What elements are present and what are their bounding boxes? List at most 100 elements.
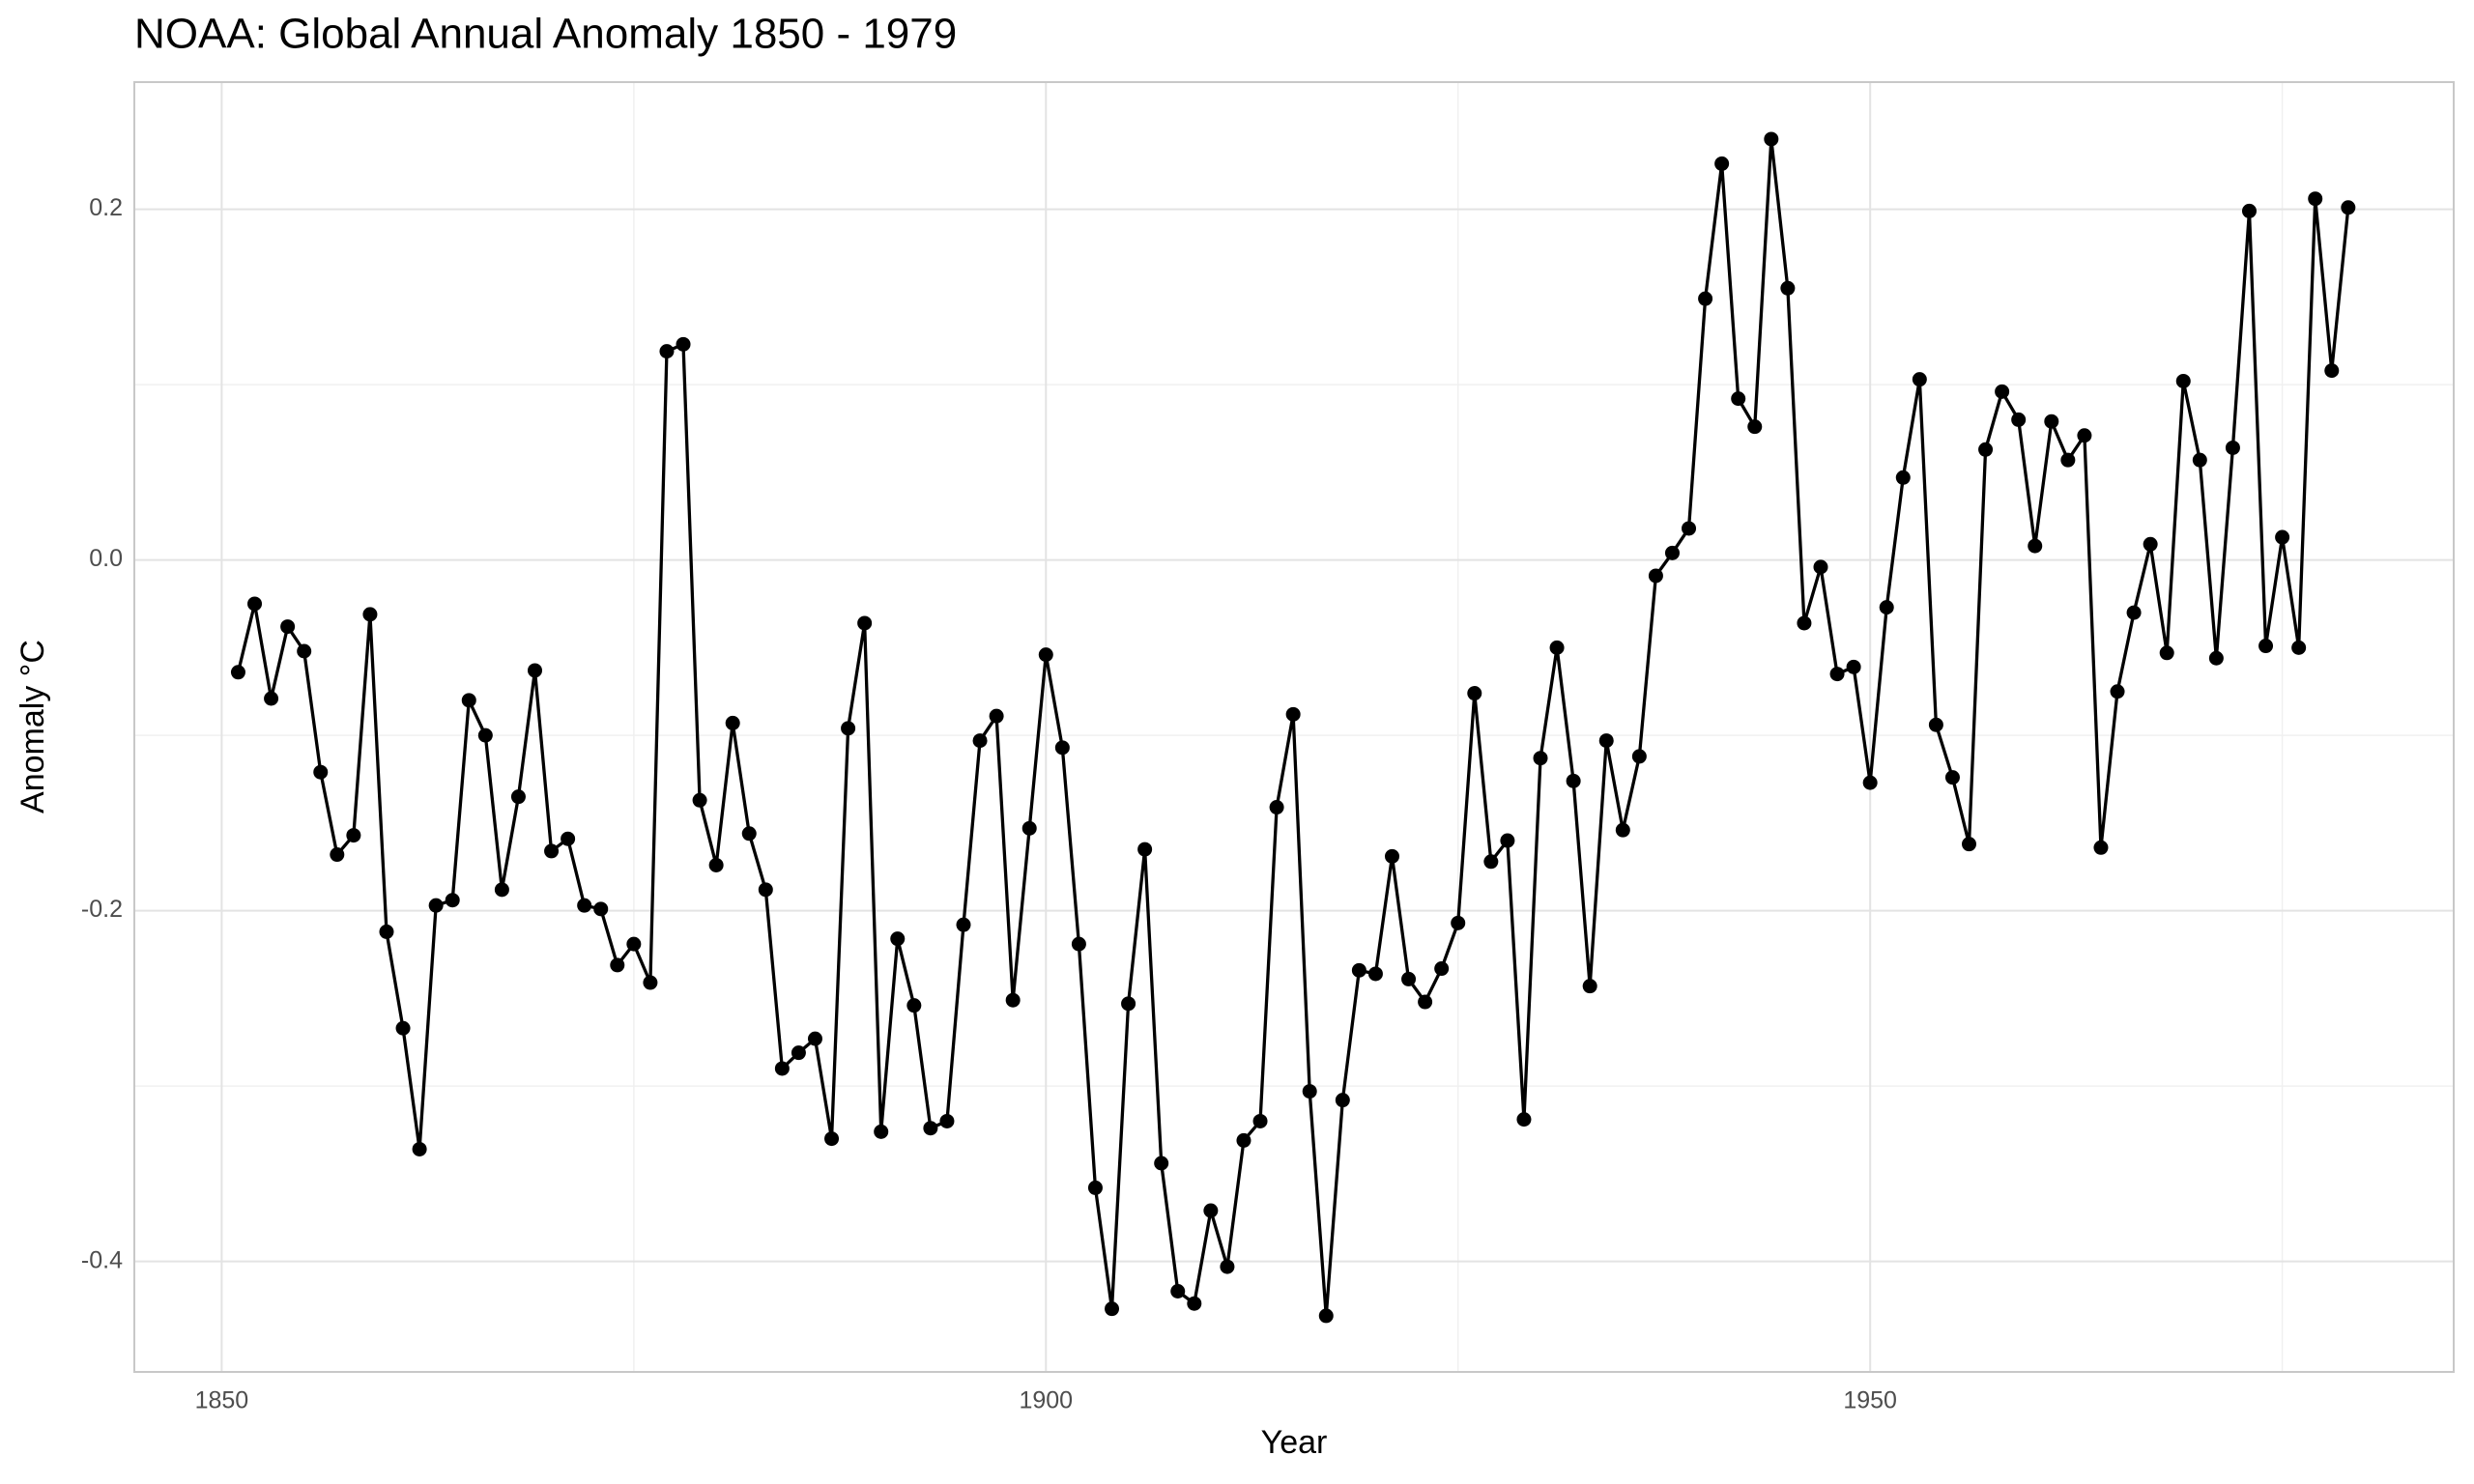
data-point	[330, 847, 345, 863]
data-point	[1912, 372, 1927, 387]
data-point	[2275, 529, 2290, 545]
data-point	[643, 975, 658, 990]
y-tick-label: 0.0	[89, 545, 123, 572]
data-point	[1682, 521, 1697, 536]
data-point	[1500, 833, 1515, 848]
data-point	[1154, 1156, 1169, 1171]
data-point	[2126, 605, 2142, 620]
data-point	[1318, 1308, 1334, 1324]
data-point	[774, 1061, 790, 1076]
data-point	[247, 596, 263, 612]
data-point	[2159, 645, 2174, 661]
data-point	[1846, 659, 1861, 674]
data-point	[1797, 615, 1812, 631]
data-point	[923, 1121, 938, 1136]
data-point	[445, 893, 460, 908]
data-point	[412, 1141, 427, 1156]
data-point	[2028, 538, 2043, 554]
y-axis-title: Anomaly °C	[14, 640, 51, 813]
data-point	[561, 831, 576, 846]
data-point	[2225, 440, 2240, 455]
data-point	[2192, 452, 2207, 468]
data-point	[461, 693, 476, 708]
x-tick-label: 1850	[195, 1387, 249, 1414]
data-point	[280, 619, 296, 635]
data-point	[1252, 1113, 1268, 1128]
data-point	[2291, 640, 2307, 655]
data-point	[1121, 996, 1136, 1012]
data-point	[1598, 733, 1614, 749]
y-tick-label: -0.2	[81, 896, 123, 923]
data-point	[1203, 1203, 1219, 1218]
data-point	[1747, 419, 1763, 435]
data-point	[956, 917, 971, 932]
data-point	[2241, 203, 2257, 218]
data-point	[297, 643, 312, 659]
data-point	[1236, 1132, 1251, 1148]
data-point	[1978, 442, 1994, 457]
data-point	[758, 882, 773, 898]
data-point	[1829, 667, 1845, 682]
data-point	[1483, 854, 1499, 870]
data-point	[346, 828, 361, 843]
data-point	[857, 615, 873, 631]
data-point	[874, 1124, 889, 1139]
data-point	[1071, 936, 1086, 952]
data-point	[2011, 412, 2027, 427]
x-tick-label: 1900	[1019, 1387, 1073, 1414]
data-point	[1714, 156, 1730, 171]
data-point	[1367, 966, 1383, 982]
data-point	[1021, 820, 1037, 836]
data-point	[1005, 992, 1021, 1008]
data-point	[1698, 291, 1713, 306]
data-point	[1995, 384, 2010, 399]
data-point	[1220, 1259, 1235, 1274]
data-point	[264, 691, 279, 706]
data-point	[1038, 647, 1053, 663]
data-point	[1105, 1301, 1120, 1317]
data-point	[1615, 822, 1630, 838]
data-point	[972, 733, 988, 749]
data-point	[1351, 962, 1366, 978]
data-point	[1549, 640, 1565, 655]
data-point	[841, 721, 856, 736]
data-point	[708, 857, 724, 872]
data-point	[577, 898, 592, 913]
data-point	[1302, 1084, 1317, 1099]
data-point	[2110, 684, 2125, 699]
data-point	[2093, 840, 2109, 855]
data-point	[824, 1131, 840, 1147]
data-point	[1731, 391, 1746, 407]
data-point	[1648, 568, 1663, 584]
data-point	[428, 898, 444, 913]
data-point	[1087, 1180, 1103, 1195]
data-point	[676, 336, 691, 352]
data-point	[1054, 740, 1070, 756]
data-point	[989, 708, 1004, 724]
data-point	[593, 901, 609, 917]
data-point	[741, 826, 757, 842]
data-point	[1434, 961, 1450, 977]
data-point	[2077, 428, 2092, 443]
data-point	[1170, 1284, 1186, 1299]
data-point	[1137, 842, 1153, 857]
data-point	[2258, 639, 2274, 654]
data-point	[2341, 200, 2356, 215]
data-point	[1862, 775, 1878, 790]
data-point	[1962, 837, 1977, 852]
data-point	[1566, 773, 1581, 788]
data-point	[1451, 915, 1466, 930]
panel-border	[133, 81, 2455, 1373]
data-point	[626, 936, 642, 952]
data-point	[1285, 706, 1301, 722]
data-point	[1780, 280, 1796, 296]
data-point	[510, 789, 526, 805]
data-point	[2308, 191, 2323, 207]
data-point	[2324, 363, 2340, 379]
data-point	[1895, 470, 1911, 485]
data-point	[1764, 131, 1779, 147]
data-point	[1879, 600, 1894, 615]
data-point	[2143, 536, 2158, 552]
